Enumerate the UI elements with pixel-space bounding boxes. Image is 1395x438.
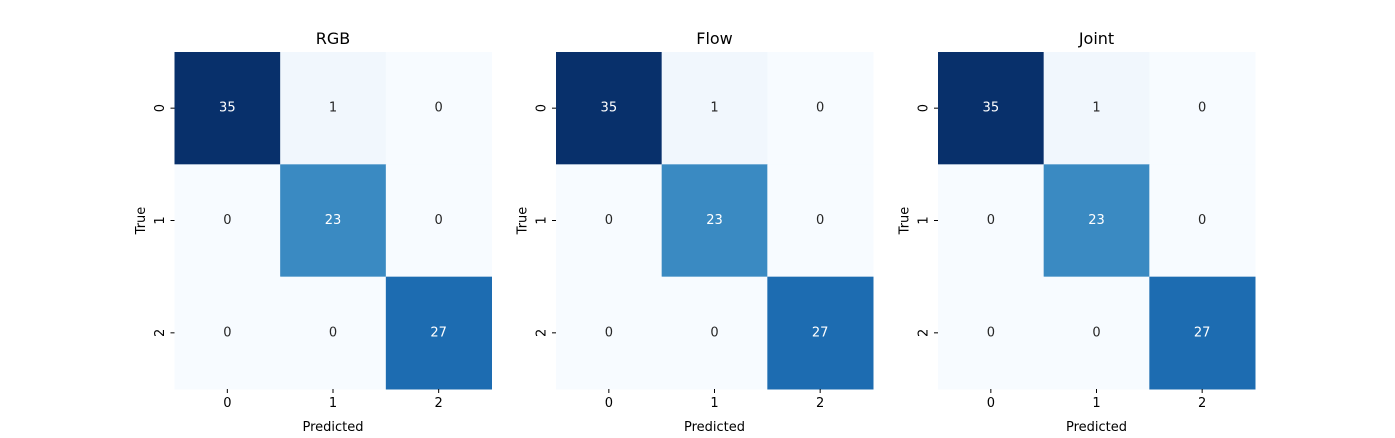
heatmap-panel-0: 35 1 0 0 23 0 0 0 27 0 1 2 0 1 2 RGB Predicted True: [134, 29, 492, 435]
cell-value-label: 35: [983, 101, 1000, 116]
x-tick-label: 2: [435, 396, 443, 411]
heatmap-cell: [174, 276, 281, 390]
cell-value-label: 1: [710, 101, 718, 116]
cell-value-label: 0: [329, 325, 337, 340]
cell-value-label: 0: [605, 325, 613, 340]
cell-value-label: 0: [1092, 325, 1100, 340]
x-tick-label: 2: [816, 396, 824, 411]
y-tick-label: 0: [917, 104, 932, 112]
y-tick-label: 0: [153, 104, 168, 112]
y-tick-label: 2: [917, 329, 932, 337]
cell-value-label: 23: [706, 213, 723, 228]
heatmap-cell: [767, 164, 874, 278]
heatmap-cell: [938, 164, 1045, 278]
cell-value-label: 1: [1092, 101, 1100, 116]
x-axis-label: Predicted: [302, 420, 363, 435]
heatmap-cell: [556, 52, 663, 165]
x-tick-label: 0: [987, 396, 995, 411]
cell-value-label: 35: [601, 101, 618, 116]
cell-value-label: 0: [816, 101, 824, 116]
heatmap-cell: [174, 164, 281, 278]
chart-title: Flow: [696, 29, 733, 48]
heatmap-cell: [280, 276, 387, 390]
heatmap-cell: [556, 276, 663, 390]
heatmap-cell: [661, 52, 768, 165]
heatmap-cell: [938, 52, 1045, 165]
heatmap-cell: [385, 52, 492, 165]
heatmap-cell: [1149, 164, 1256, 278]
heatmap-cell: [556, 164, 663, 278]
heatmap-cell: [767, 52, 874, 165]
cell-value-label: 0: [1198, 101, 1206, 116]
heatmap-cell: [661, 276, 768, 390]
y-axis-label: True: [516, 207, 531, 236]
cell-value-label: 27: [812, 325, 829, 340]
heatmap-cell: [1149, 52, 1256, 165]
x-tick-label: 2: [1198, 396, 1206, 411]
heatmap-cell: [1149, 276, 1256, 390]
y-tick-label: 1: [535, 216, 550, 224]
y-tick-label: 0: [535, 104, 550, 112]
cell-value-label: 0: [1198, 213, 1206, 228]
heatmap-cell: [174, 52, 281, 165]
x-tick-label: 0: [605, 396, 613, 411]
cell-value-label: 23: [325, 213, 342, 228]
y-axis-label: True: [898, 207, 913, 236]
heatmap-cell: [1043, 164, 1150, 278]
cell-value-label: 0: [987, 325, 995, 340]
cell-value-label: 0: [710, 325, 718, 340]
chart-title: RGB: [316, 29, 351, 48]
cell-value-label: 0: [223, 213, 231, 228]
heatmap-cell: [1043, 52, 1150, 165]
heatmap-cell: [661, 164, 768, 278]
heatmap-cell: [767, 276, 874, 390]
heatmap-panel-2: 35 1 0 0 23 0 0 0 27 0 1 2 0 1 2 Joint Predicted True: [898, 29, 1256, 435]
cell-value-label: 0: [435, 213, 443, 228]
heatmap-cell: [385, 164, 492, 278]
x-axis-label: Predicted: [684, 420, 745, 435]
x-tick-label: 0: [223, 396, 231, 411]
cell-value-label: 35: [219, 101, 236, 116]
cell-value-label: 1: [329, 101, 337, 116]
x-axis-label: Predicted: [1066, 420, 1127, 435]
x-tick-label: 1: [710, 396, 718, 411]
x-tick-label: 1: [329, 396, 337, 411]
heatmap-cell: [1043, 276, 1150, 390]
cell-value-label: 27: [1194, 325, 1211, 340]
cell-value-label: 0: [223, 325, 231, 340]
y-tick-label: 2: [535, 329, 550, 337]
cell-value-label: 0: [816, 213, 824, 228]
y-tick-label: 2: [153, 329, 168, 337]
cell-value-label: 0: [605, 213, 613, 228]
heatmap-cell: [280, 52, 387, 165]
cell-value-label: 0: [435, 101, 443, 116]
cell-value-label: 27: [430, 325, 447, 340]
heatmap-cell: [938, 276, 1045, 390]
cell-value-label: 0: [987, 213, 995, 228]
heatmap-panel-1: 35 1 0 0 23 0 0 0 27 0 1 2 0 1 2 Flow Predicted True: [516, 29, 874, 435]
chart-title: Joint: [1078, 29, 1114, 48]
cell-value-label: 23: [1088, 213, 1105, 228]
y-axis-label: True: [134, 207, 149, 236]
heatmap-cell: [280, 164, 387, 278]
x-tick-label: 1: [1092, 396, 1100, 411]
heatmap-cell: [385, 276, 492, 390]
y-tick-label: 1: [153, 216, 168, 224]
y-tick-label: 1: [917, 216, 932, 224]
